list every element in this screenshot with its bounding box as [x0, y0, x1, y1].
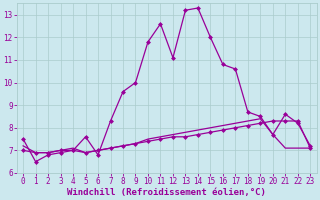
X-axis label: Windchill (Refroidissement éolien,°C): Windchill (Refroidissement éolien,°C)	[67, 188, 266, 197]
